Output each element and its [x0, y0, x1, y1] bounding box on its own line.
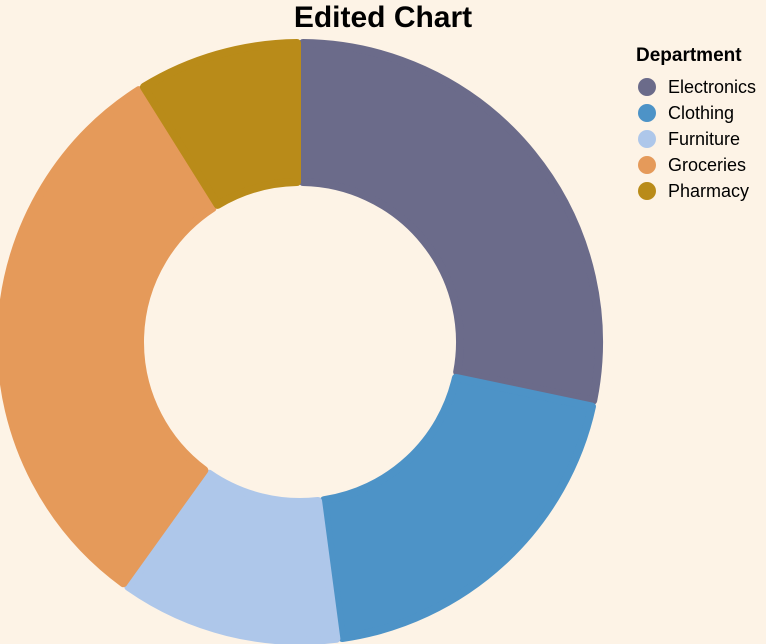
legend-item-electronics[interactable]: Electronics	[638, 77, 756, 97]
legend: Department Electronics Clothing Furniture G…	[636, 45, 756, 201]
slice-clothing[interactable]	[320, 373, 596, 642]
slice-furniture[interactable]	[124, 469, 341, 644]
legend-item-furniture[interactable]: Furniture	[638, 129, 740, 149]
legend-items: Electronics Clothing Furniture Groceries Pha…	[638, 77, 756, 201]
legend-swatch	[638, 182, 656, 200]
legend-swatch	[638, 130, 656, 148]
legend-swatch	[638, 78, 656, 96]
chart-title: Edited Chart	[294, 1, 472, 34]
donut-slices	[0, 39, 603, 644]
legend-swatch	[638, 156, 656, 174]
legend-title: Department	[636, 45, 742, 66]
slice-groceries[interactable]	[0, 86, 217, 588]
legend-label: Furniture	[668, 129, 740, 149]
legend-item-clothing[interactable]: Clothing	[638, 103, 734, 123]
legend-label: Clothing	[668, 103, 734, 123]
legend-swatch	[638, 104, 656, 122]
legend-label: Pharmacy	[668, 181, 749, 201]
slice-electronics[interactable]	[299, 39, 603, 405]
legend-label: Electronics	[668, 77, 756, 97]
legend-label: Groceries	[668, 155, 746, 175]
slice-pharmacy[interactable]	[139, 39, 301, 209]
legend-item-groceries[interactable]: Groceries	[638, 155, 746, 175]
legend-item-pharmacy[interactable]: Pharmacy	[638, 181, 749, 201]
